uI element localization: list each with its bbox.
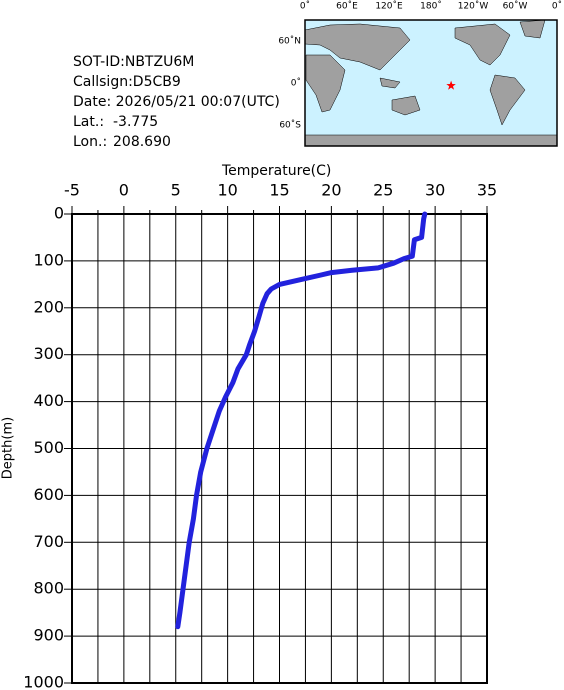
info-value: 208.690: [113, 134, 171, 150]
map-lon-label: 180˚: [420, 1, 442, 12]
y-tick-label: 800: [33, 579, 64, 598]
map-lon-label: 120˚E: [375, 1, 403, 12]
x-tick-label: 20: [321, 181, 341, 200]
x-tick-label: 30: [425, 181, 445, 200]
map-lon-label: 60˚E: [336, 1, 358, 12]
plot-frame: [71, 213, 488, 684]
continents: [304, 19, 558, 147]
y-tick-label: 400: [33, 391, 64, 410]
map-lat-label: 60˚S: [279, 120, 301, 131]
y-tick-label: 1000: [23, 673, 64, 690]
x-tick-label: 10: [217, 181, 237, 200]
y-tick-label: 600: [33, 485, 64, 504]
y-tick-label: 500: [33, 438, 64, 457]
profile-line: [175, 211, 428, 630]
y-tick-label: 300: [33, 344, 64, 363]
position-marker: [446, 80, 456, 90]
info-label: Callsign:D5CB9: [73, 74, 181, 90]
y-tick-label: 200: [33, 297, 64, 316]
x-tick-label: 0: [119, 181, 129, 200]
info-label: Lon.:: [73, 134, 107, 150]
x-tick-label: 5: [171, 181, 181, 200]
map-lon-label: 0˚: [552, 1, 562, 12]
info-label: Lat.:: [73, 114, 104, 130]
x-tick-label: 15: [269, 181, 289, 200]
x-axis-label: Temperature(C): [221, 163, 331, 179]
map-lon-label: 0˚: [300, 1, 310, 12]
info-value: -3.775: [113, 114, 158, 130]
y-tick-label: 0: [54, 204, 64, 223]
x-tick-label: 25: [373, 181, 393, 200]
map-lat-label: 0˚: [291, 78, 301, 89]
x-tick-label: -5: [64, 181, 80, 200]
map-lon-label: 120˚W: [458, 1, 489, 12]
map-lat-label: 60˚N: [278, 36, 301, 47]
world-map: [304, 19, 558, 147]
y-axis-label: Depth(m): [1, 417, 16, 479]
y-tick-label: 900: [33, 626, 64, 645]
map-frame: [304, 19, 558, 147]
info-label: Date: 2026/05/21 00:07(UTC): [73, 94, 280, 110]
y-tick-label: 100: [33, 250, 64, 269]
y-tick-label: 700: [33, 532, 64, 551]
map-lon-label: 60˚W: [503, 1, 528, 12]
x-tick-label: 35: [477, 181, 497, 200]
info-label: SOT-ID:NBTZU6M: [73, 54, 194, 70]
